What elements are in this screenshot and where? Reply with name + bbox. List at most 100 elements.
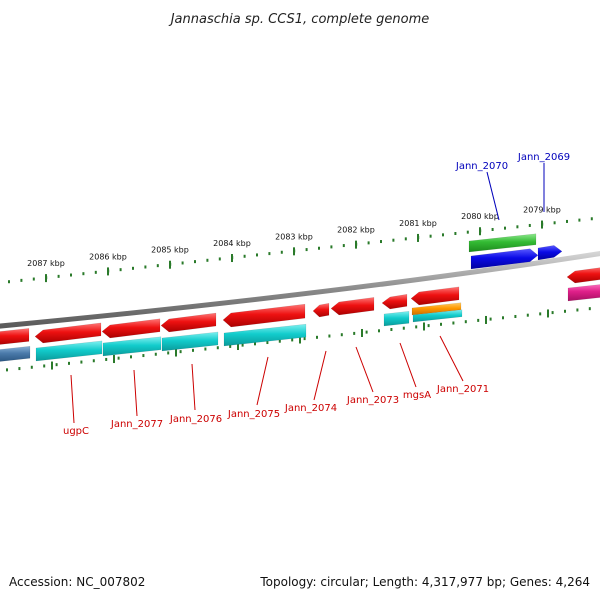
cog-bar-magenta bbox=[567, 284, 600, 302]
ruler-dot bbox=[318, 246, 320, 250]
label-leader-line bbox=[313, 350, 327, 401]
ruler-dot bbox=[119, 268, 122, 272]
ruler-dot bbox=[57, 274, 60, 278]
cog-bar-green bbox=[468, 233, 537, 253]
ruler-dot bbox=[390, 328, 393, 332]
ruler-dot bbox=[566, 219, 568, 223]
ruler-dot bbox=[32, 277, 35, 281]
ruler-minor-tick bbox=[299, 335, 301, 344]
gene-labels: Jann_2070 Jann_2069 ugpC Jann_2077 Jann_2076… bbox=[63, 152, 570, 437]
ruler-dot bbox=[70, 273, 72, 277]
ruler-tick-label: 2079 kbp bbox=[523, 206, 561, 215]
gene-arrow-reverse bbox=[34, 322, 102, 344]
gene-label: Jann_2073 bbox=[346, 395, 399, 406]
ruler-minor-tick bbox=[237, 342, 239, 351]
ruler-tick-label: 2084 kbp bbox=[213, 239, 251, 248]
gene-arrow-reverse bbox=[312, 302, 330, 318]
ruler-dot bbox=[477, 318, 480, 322]
ruler-dot bbox=[380, 240, 382, 244]
ruler-dot bbox=[254, 342, 256, 346]
ruler-dot bbox=[18, 367, 21, 371]
genome-backbone bbox=[0, 251, 600, 329]
ruler-dot bbox=[454, 232, 457, 236]
label-leader-line bbox=[355, 346, 374, 393]
ruler-dot bbox=[229, 344, 232, 348]
ruler-dot bbox=[466, 230, 469, 234]
gene-label: ugpC bbox=[63, 426, 89, 437]
ruler-dot bbox=[590, 217, 593, 221]
ruler-dot bbox=[192, 348, 194, 352]
ruler-minor-tick bbox=[51, 361, 53, 370]
ruler-dot bbox=[280, 250, 283, 254]
ruler-dot bbox=[578, 218, 581, 222]
ruler-dot bbox=[464, 320, 467, 324]
ruler-minor-tick bbox=[113, 355, 115, 364]
ruler-dot bbox=[92, 359, 95, 363]
ruler-dot bbox=[6, 368, 8, 372]
cog-bar-cyan bbox=[412, 309, 463, 323]
ruler-dot bbox=[502, 316, 504, 320]
ruler-minor-tick bbox=[175, 348, 177, 357]
ruler-minor-tick bbox=[423, 322, 425, 331]
ruler-major-tick bbox=[169, 260, 171, 269]
ruler-dot bbox=[429, 234, 432, 238]
scale-ruler: 2087 kbp 2086 kbp 2085 kbp 2084 kbp 2083 kbp… bbox=[8, 206, 593, 284]
accession-label: Accession: NC_007802 bbox=[9, 575, 145, 589]
cog-bar-cyan bbox=[161, 331, 219, 352]
label-leader-line bbox=[399, 342, 417, 388]
ruler-dot bbox=[144, 265, 147, 269]
ruler-minor-tick bbox=[485, 315, 487, 324]
ruler-tick-label: 2087 kbp bbox=[27, 259, 65, 268]
ruler-dot bbox=[504, 226, 506, 230]
ruler-minor-tick bbox=[547, 309, 549, 318]
ruler-dot bbox=[378, 329, 380, 333]
ruler-dot bbox=[564, 309, 566, 313]
gene-arrow-reverse bbox=[0, 328, 30, 345]
ruler-tick-label: 2085 kbp bbox=[151, 246, 189, 255]
ruler-dot bbox=[328, 334, 331, 338]
ruler-dot bbox=[82, 272, 85, 276]
ruler-dot bbox=[415, 325, 418, 329]
ruler-tick-label: 2083 kbp bbox=[275, 232, 313, 241]
ruler-dot bbox=[452, 321, 455, 325]
ruler-dot bbox=[392, 238, 395, 242]
ruler-dot bbox=[291, 338, 294, 342]
ruler-major-tick bbox=[107, 267, 109, 276]
ruler-minor-tick bbox=[361, 328, 363, 337]
ruler-dot bbox=[342, 244, 345, 248]
cog-bar-cyan bbox=[102, 336, 162, 357]
ruler-dot bbox=[105, 357, 108, 361]
cog-bar-cyan bbox=[223, 323, 307, 347]
ruler-dot bbox=[43, 364, 46, 368]
ruler-dot bbox=[278, 339, 281, 343]
ruler-dot bbox=[20, 278, 23, 282]
ruler-dot bbox=[30, 365, 33, 369]
ruler-dot bbox=[491, 227, 494, 231]
ruler-dot bbox=[514, 314, 517, 318]
ruler-tick-label: 2082 kbp bbox=[337, 226, 375, 235]
gene-label: Jann_2071 bbox=[436, 384, 489, 395]
ruler-dot bbox=[68, 361, 70, 365]
cog-bar-steel bbox=[0, 345, 31, 362]
ruler-dot bbox=[316, 335, 318, 339]
ruler-dot bbox=[526, 313, 529, 317]
ruler-dot bbox=[8, 280, 10, 284]
ruler-tick-label: 2081 kbp bbox=[399, 219, 437, 228]
ruler-dot bbox=[243, 254, 246, 258]
ruler-dot bbox=[576, 308, 579, 312]
ruler-dot bbox=[528, 223, 531, 227]
label-leader-line bbox=[486, 171, 500, 221]
ruler-dot bbox=[194, 260, 196, 264]
gene-arrow-reverse bbox=[222, 303, 306, 328]
ruler-dot bbox=[489, 317, 492, 321]
cog-bar-orange bbox=[411, 302, 462, 316]
ruler-major-tick bbox=[45, 274, 47, 283]
gene-label: Jann_2069 bbox=[517, 152, 570, 163]
label-leader-line bbox=[256, 356, 269, 406]
ruler-dot bbox=[181, 261, 184, 265]
ruler-dot bbox=[132, 266, 134, 270]
gene-arrow-reverse bbox=[101, 318, 161, 339]
inner-ruler bbox=[6, 307, 591, 372]
ruler-dot bbox=[55, 363, 58, 367]
